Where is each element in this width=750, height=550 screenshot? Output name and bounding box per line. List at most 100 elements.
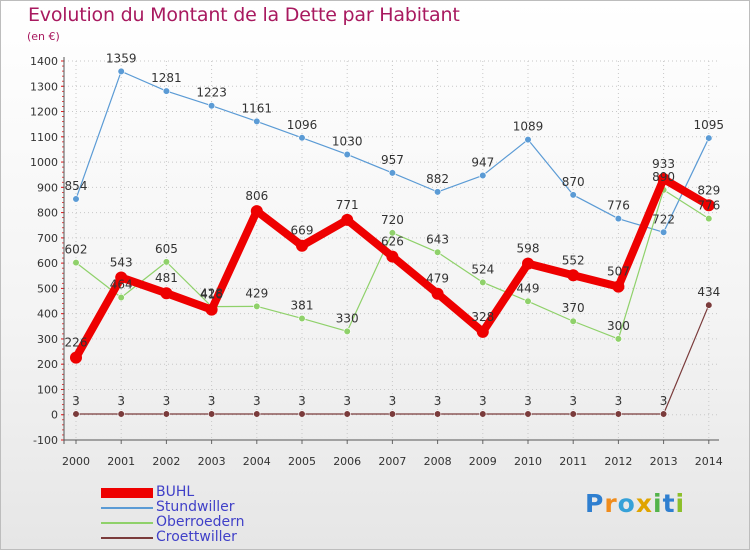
data-point-oberroedern: [72, 259, 80, 267]
data-label-croettwiller: 434: [697, 285, 720, 299]
data-label-stundwiller: 776: [607, 199, 630, 213]
legend-label-stundwiller: Stundwiller: [156, 499, 235, 515]
data-label-oberroedern: 330: [336, 311, 359, 325]
data-point-croettwiller: [569, 410, 577, 418]
data-label-oberroedern: 370: [562, 301, 585, 315]
data-label-oberroedern: 428: [200, 287, 223, 301]
logo-letter: P: [585, 489, 605, 518]
x-tick-label: 2006: [333, 455, 361, 468]
data-label-oberroedern: 776: [697, 199, 720, 213]
data-label-oberroedern: 643: [426, 232, 449, 246]
x-tick-label: 2013: [650, 455, 678, 468]
logo-letter: o: [617, 489, 636, 518]
data-label-buhl: 598: [517, 242, 540, 256]
data-label-stundwiller: 1223: [196, 86, 227, 100]
x-tick-label: 2011: [559, 455, 587, 468]
data-label-buhl: 479: [426, 272, 449, 286]
data-point-stundwiller: [117, 67, 125, 75]
data-label-buhl: 669: [291, 224, 314, 238]
y-tick-label: 1100: [30, 131, 58, 144]
data-point-stundwiller: [434, 188, 442, 196]
data-label-buhl: 933: [652, 157, 675, 171]
data-label-stundwiller: 1096: [287, 118, 318, 132]
data-point-stundwiller: [72, 195, 80, 203]
data-label-oberroedern: 720: [381, 213, 404, 227]
y-tick-label: 400: [37, 308, 58, 321]
legend: BUHL Stundwiller Oberroedern Croettwille…: [101, 484, 361, 545]
x-tick-label: 2000: [62, 455, 90, 468]
data-label-oberroedern: 890: [652, 170, 675, 184]
y-tick-label: 1400: [30, 55, 58, 68]
data-point-buhl: [296, 239, 308, 252]
data-point-stundwiller: [343, 150, 351, 159]
x-tick-label: 2012: [604, 455, 632, 468]
data-label-stundwiller: 1281: [151, 71, 182, 85]
y-tick-label: -100: [33, 434, 58, 447]
data-point-oberroedern: [614, 335, 623, 343]
logo-letter: i: [675, 489, 686, 518]
x-tick-label: 2010: [514, 455, 542, 468]
data-point-oberroedern: [705, 215, 713, 223]
data-point-stundwiller: [659, 228, 668, 236]
legend-label-croettwiller: Croettwiller: [156, 529, 237, 545]
data-label-oberroedern: 449: [517, 281, 540, 295]
data-label-stundwiller: 882: [426, 172, 449, 186]
y-tick-label: 500: [37, 282, 58, 295]
y-tick-label: 800: [37, 207, 58, 220]
data-point-oberroedern: [388, 229, 397, 237]
data-point-buhl: [702, 199, 715, 212]
x-tick-label: 2008: [424, 455, 452, 468]
y-tick-label: 0: [51, 409, 58, 422]
data-point-oberroedern: [524, 297, 532, 305]
data-point-oberroedern: [162, 258, 170, 266]
legend-swatch-buhl: [101, 488, 153, 498]
x-tick-label: 2009: [469, 455, 497, 468]
data-label-oberroedern: 605: [155, 242, 178, 256]
data-point-oberroedern: [253, 302, 261, 310]
y-tick-label: 1300: [30, 80, 58, 93]
data-point-buhl: [250, 205, 263, 218]
data-label-oberroedern: 602: [65, 243, 88, 257]
data-point-croettwiller: [298, 410, 306, 418]
chart-title: Evolution du Montant de la Dette par Hab…: [28, 4, 460, 26]
logo-letter: t: [662, 489, 676, 518]
logo-letter: i: [653, 489, 663, 518]
logo-letter: x: [635, 489, 653, 518]
data-label-croettwiller: 3: [163, 394, 171, 408]
data-point-stundwiller: [479, 171, 487, 180]
data-point-stundwiller: [208, 102, 216, 110]
data-label-stundwiller: 1359: [106, 51, 137, 65]
data-point-buhl: [476, 325, 489, 338]
x-tick-label: 2014: [695, 455, 723, 468]
data-point-oberroedern: [298, 314, 306, 323]
data-point-croettwiller: [434, 410, 442, 418]
data-label-stundwiller: 1030: [332, 134, 363, 148]
data-point-oberroedern: [117, 293, 125, 302]
data-point-croettwiller: [162, 410, 170, 418]
data-label-stundwiller: 722: [652, 212, 675, 226]
data-point-oberroedern: [343, 327, 351, 335]
legend-item-croettwiller: Croettwiller: [101, 529, 361, 545]
data-label-croettwiller: 3: [72, 394, 80, 408]
data-point-stundwiller: [569, 191, 577, 199]
y-tick-label: 200: [37, 358, 58, 371]
y-tick-label: 100: [37, 383, 58, 396]
legend-label-buhl: BUHL: [156, 484, 195, 500]
legend-item-oberroedern: Oberroedern: [101, 514, 361, 530]
x-tick-label: 2002: [152, 455, 180, 468]
data-point-croettwiller: [705, 301, 713, 309]
legend-swatch-stundwiller: [101, 507, 153, 509]
data-point-croettwiller: [479, 410, 487, 418]
data-point-buhl: [160, 287, 173, 300]
data-label-croettwiller: 3: [434, 394, 442, 408]
data-label-buhl: 626: [381, 235, 404, 249]
data-label-stundwiller: 947: [471, 155, 494, 169]
data-label-stundwiller: 870: [562, 175, 585, 189]
data-point-stundwiller: [705, 134, 713, 142]
data-label-croettwiller: 3: [117, 394, 125, 408]
x-tick-label: 2004: [243, 455, 271, 468]
data-point-croettwiller: [72, 410, 80, 418]
data-point-buhl: [205, 303, 218, 316]
data-point-buhl: [341, 213, 354, 226]
